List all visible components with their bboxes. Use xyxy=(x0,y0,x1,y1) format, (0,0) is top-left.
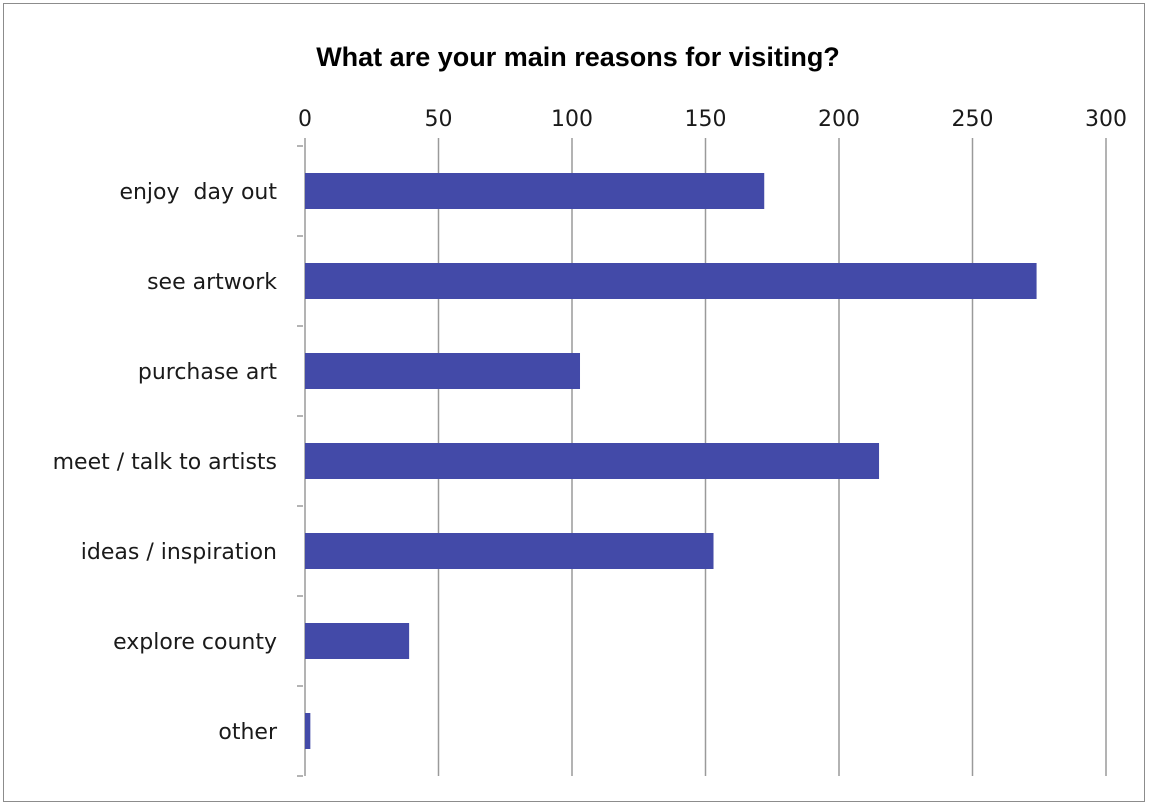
category-label-5: explore county xyxy=(113,630,277,655)
bar-1 xyxy=(305,263,1037,299)
category-label-3: meet / talk to artists xyxy=(53,450,277,475)
category-labels: enjoy day out see artwork purchase art meet… xyxy=(53,180,278,745)
bar-5 xyxy=(305,623,410,659)
bars xyxy=(305,173,1037,749)
x-tick-label-200: 200 xyxy=(818,107,860,132)
category-label-0: enjoy day out xyxy=(119,180,277,205)
bar-6 xyxy=(305,713,311,749)
chart-frame xyxy=(3,3,1145,802)
category-label-6: other xyxy=(218,720,278,745)
x-tick-label-300: 300 xyxy=(1085,107,1127,132)
x-tick-label-50: 50 xyxy=(425,107,453,132)
bar-4 xyxy=(305,533,714,569)
bar-2 xyxy=(305,353,581,389)
x-tick-labels: 0 50 100 150 200 250 300 xyxy=(298,107,1127,132)
chart-title: What are your main reasons for visiting? xyxy=(316,42,840,72)
x-tick-label-150: 150 xyxy=(685,107,727,132)
category-label-1: see artwork xyxy=(147,270,277,295)
category-label-2: purchase art xyxy=(138,360,278,385)
x-tick-label-250: 250 xyxy=(952,107,994,132)
category-label-4: ideas / inspiration xyxy=(81,540,277,565)
bar-0 xyxy=(305,173,765,209)
y-axis xyxy=(297,145,303,777)
bar-3 xyxy=(305,443,880,479)
x-tick-label-100: 100 xyxy=(551,107,593,132)
x-tick-label-0: 0 xyxy=(298,107,312,132)
